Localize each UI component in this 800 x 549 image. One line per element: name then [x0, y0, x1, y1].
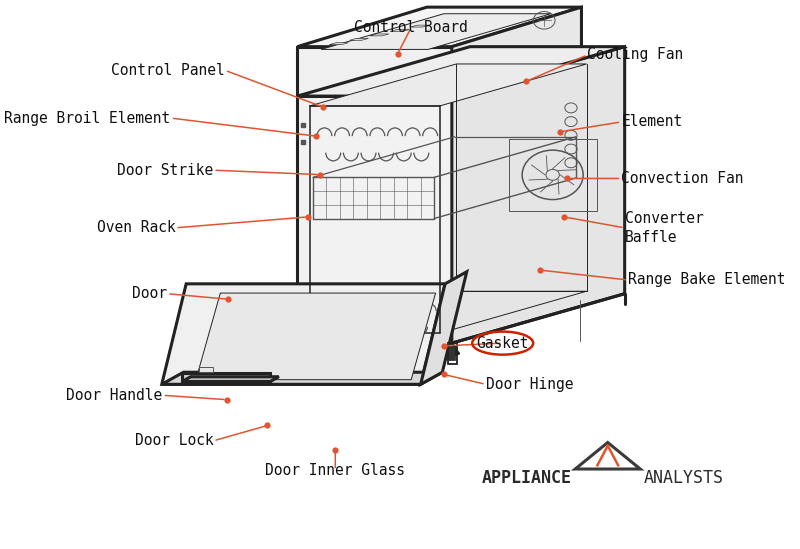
- Polygon shape: [298, 47, 625, 96]
- Text: Control Board: Control Board: [354, 20, 468, 35]
- Bar: [449, 355, 457, 364]
- Text: Control Panel: Control Panel: [111, 63, 225, 78]
- Polygon shape: [196, 293, 435, 380]
- Text: ANALYSTS: ANALYSTS: [644, 469, 724, 487]
- Text: Range Broil Element: Range Broil Element: [4, 110, 170, 126]
- Text: Element: Element: [622, 114, 682, 130]
- Polygon shape: [421, 272, 466, 384]
- Polygon shape: [390, 30, 410, 31]
- Text: Door Lock: Door Lock: [134, 433, 214, 449]
- Text: Door Strike: Door Strike: [117, 163, 214, 178]
- Polygon shape: [162, 284, 445, 384]
- Polygon shape: [298, 47, 452, 96]
- Polygon shape: [162, 372, 442, 384]
- Text: Door Hinge: Door Hinge: [486, 377, 574, 392]
- Polygon shape: [310, 291, 586, 333]
- Polygon shape: [410, 25, 430, 27]
- Text: Oven Rack: Oven Rack: [97, 220, 175, 236]
- Polygon shape: [310, 64, 586, 106]
- Polygon shape: [298, 96, 452, 343]
- Polygon shape: [452, 7, 582, 96]
- Polygon shape: [452, 47, 625, 343]
- Polygon shape: [321, 14, 551, 49]
- Polygon shape: [329, 43, 348, 44]
- Polygon shape: [182, 377, 279, 382]
- Polygon shape: [350, 38, 369, 40]
- Bar: [199, 367, 213, 372]
- Polygon shape: [370, 34, 389, 36]
- Text: Door Inner Glass: Door Inner Glass: [266, 463, 406, 478]
- Polygon shape: [298, 7, 582, 47]
- Bar: [449, 346, 455, 360]
- Text: Converter
Baffle: Converter Baffle: [625, 211, 703, 245]
- Bar: [449, 343, 457, 352]
- Text: Door Handle: Door Handle: [66, 388, 162, 403]
- Polygon shape: [182, 373, 270, 382]
- Text: Cooling Fan: Cooling Fan: [587, 47, 684, 63]
- Text: Door: Door: [132, 286, 167, 301]
- Text: Range Bake Element: Range Bake Element: [628, 272, 786, 288]
- Text: APPLIANCE: APPLIANCE: [482, 469, 572, 487]
- Text: Gasket: Gasket: [477, 335, 529, 351]
- Text: Convection Fan: Convection Fan: [622, 171, 744, 186]
- Bar: [509, 139, 597, 210]
